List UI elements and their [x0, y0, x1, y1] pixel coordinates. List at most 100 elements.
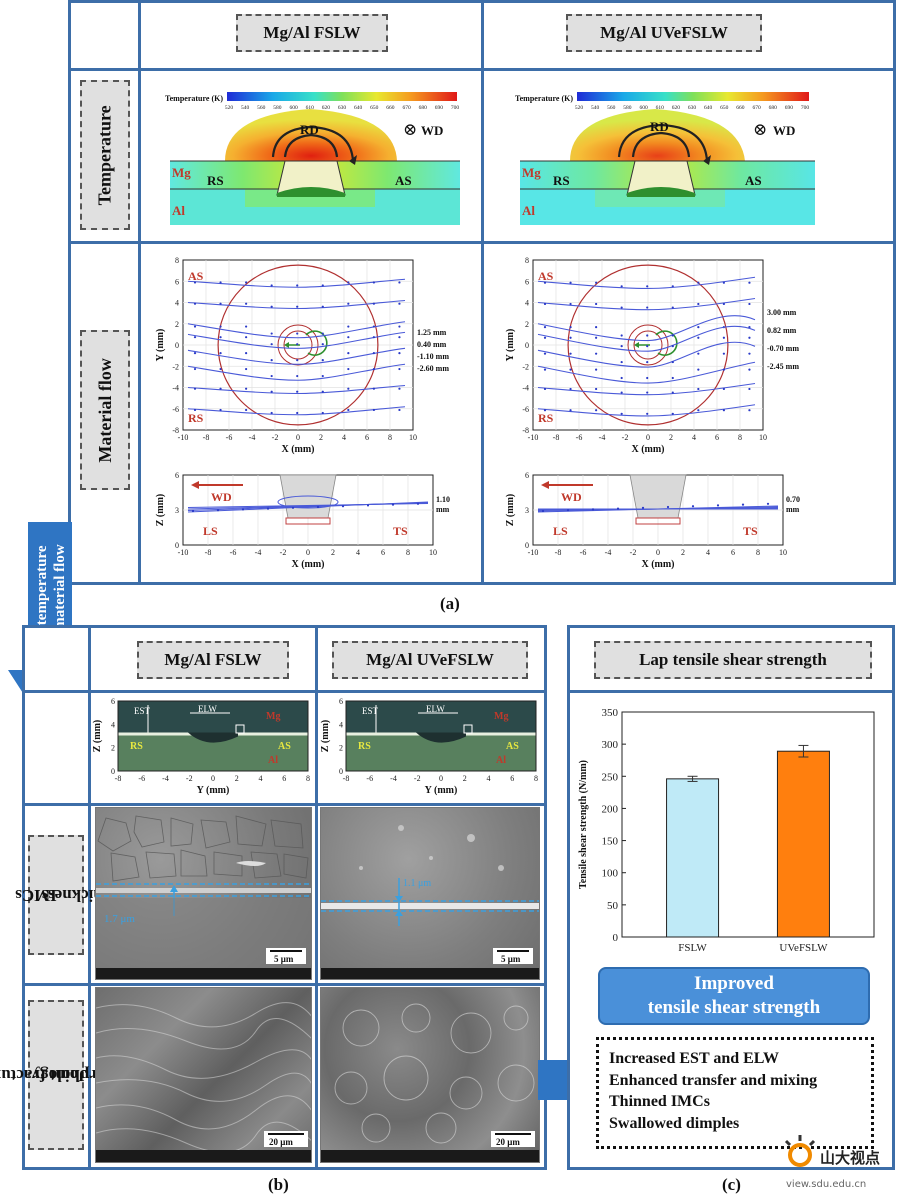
x-tick-label: -4	[605, 548, 612, 557]
sun-logo-icon	[784, 1135, 816, 1167]
x-tick-label: -10	[178, 548, 189, 557]
colorbar-tick: 680	[769, 105, 778, 111]
flow-side-value: 1.10	[436, 495, 450, 504]
colorbar-tick: 660	[386, 105, 395, 111]
colorbar-tick: 580	[273, 105, 282, 111]
est-label: EST	[134, 706, 151, 716]
rotation-arrow	[305, 330, 328, 356]
streamline-point	[398, 336, 401, 339]
y-axis-label: Z (mm)	[505, 494, 516, 527]
streamline	[537, 325, 756, 352]
y-tick-label: 2	[339, 744, 343, 753]
streamline-point	[766, 502, 770, 505]
streamline-point	[748, 368, 751, 371]
hook-region	[416, 732, 466, 743]
colorbar-ticks: 520 540 560 580 600 610 620 630 640 650 660 670 680 6…	[225, 105, 460, 111]
streamline-point	[296, 390, 299, 393]
streamline-point	[321, 343, 324, 346]
x-axis-label: X (mm)	[631, 444, 664, 455]
streamline-point	[372, 352, 375, 355]
x-axis-label: X (mm)	[281, 444, 314, 455]
scale-bar-20: 20 μm	[269, 1137, 293, 1147]
panel-b-divider-1	[88, 625, 91, 1170]
streamline-point	[646, 345, 649, 348]
colorbar-tick: 540	[591, 105, 600, 111]
colorbar-tick: 610	[306, 105, 315, 111]
streamline-point	[316, 505, 320, 509]
y-tick-label: 0	[111, 767, 115, 776]
streamline-point	[566, 509, 570, 512]
streamline-point	[691, 505, 695, 508]
y-tick-label: 4	[111, 720, 115, 729]
streamline-point	[620, 306, 623, 309]
streamline-point	[697, 326, 700, 329]
streamline-point	[569, 326, 572, 329]
colorbar-tick: 610	[656, 105, 665, 111]
mg-label: Mg	[522, 165, 541, 180]
header-c-title: Lap tensile shear strength	[594, 641, 872, 679]
as-label: AS	[538, 269, 554, 283]
sem-fracture-fslw: 20 μm	[95, 987, 312, 1163]
wd-symbol: ⊗	[753, 120, 767, 139]
streamline	[187, 384, 406, 395]
rs-label: RS	[553, 173, 570, 188]
streamline-point	[671, 391, 674, 394]
streamline-point	[347, 336, 350, 339]
streamline-point	[722, 352, 725, 355]
as-label: AS	[506, 741, 519, 752]
streamline-point	[697, 336, 700, 339]
conclusion-item: Thinned IMCs	[609, 1093, 710, 1111]
x-tick-label: 0	[439, 774, 443, 783]
x-tick-label: 6	[365, 433, 369, 442]
streamline-point	[341, 505, 345, 508]
y-tick-label: 0	[525, 541, 529, 550]
y-tick-label: 6	[175, 471, 179, 480]
mg-layer	[346, 701, 536, 733]
hook-region	[188, 732, 238, 743]
streamline-point	[296, 343, 299, 346]
wd-arrow-head	[191, 481, 199, 489]
flow-side-unit: mm	[786, 505, 800, 514]
y-axis-label: Y (mm)	[505, 329, 516, 362]
streamline-point	[398, 408, 401, 412]
colorbar-tick: 690	[785, 105, 794, 111]
x-tick-label: 4	[342, 433, 346, 442]
colorbar-tick: 620	[322, 105, 331, 111]
conclusion-box: Increased EST and ELW Enhanced transfer …	[596, 1037, 874, 1149]
rs-label: RS	[188, 411, 204, 425]
streamline-point	[620, 391, 623, 394]
y-tick-label: 0	[175, 541, 179, 550]
x-tick-label: 2	[463, 774, 467, 783]
flow-value-label: -2.60 mm	[417, 364, 449, 373]
streamline	[187, 321, 406, 339]
streamline-point	[372, 367, 375, 371]
streamline-point	[569, 281, 572, 284]
al-label: Al	[496, 755, 506, 766]
panel-label-a: (a)	[440, 594, 460, 613]
y-tick-label: 2	[111, 744, 115, 753]
colorbar-tick: 600	[639, 105, 648, 111]
streamline	[537, 404, 756, 417]
colorbar-tick: 650	[370, 105, 379, 111]
streamline-point	[716, 504, 720, 507]
x-tick-label: 8	[534, 774, 538, 783]
streamline-point	[543, 352, 547, 355]
streamline-point	[697, 387, 700, 391]
conclusion-item: Enhanced transfer and mixing	[609, 1071, 818, 1089]
flow-value-label: -2.45 mm	[767, 362, 799, 371]
y-tick-label: 0	[525, 341, 529, 350]
y-axis-label: Tensile shear strength (N/mm)	[578, 760, 589, 889]
x-tick-label: -6	[366, 774, 373, 783]
cross-section-uvefslw: EST ELW Mg Al RS AS -8 -6 -4 -2 0 2 4 6 8 6 4 2 0 Y (mm) Z (…	[320, 697, 538, 796]
streamline-point	[722, 336, 725, 339]
x-tick-label: -4	[249, 433, 256, 442]
streamline-point	[646, 412, 649, 415]
streamline-point	[671, 376, 674, 380]
row-header-fracture: Joint fracturemorphology	[0, 1000, 119, 1150]
streamline-point	[595, 368, 598, 371]
streamline-point	[296, 374, 299, 378]
x-axis-label: Y (mm)	[197, 785, 230, 796]
streamline-point	[372, 281, 375, 284]
flow-value-label: -0.70 mm	[767, 344, 799, 353]
